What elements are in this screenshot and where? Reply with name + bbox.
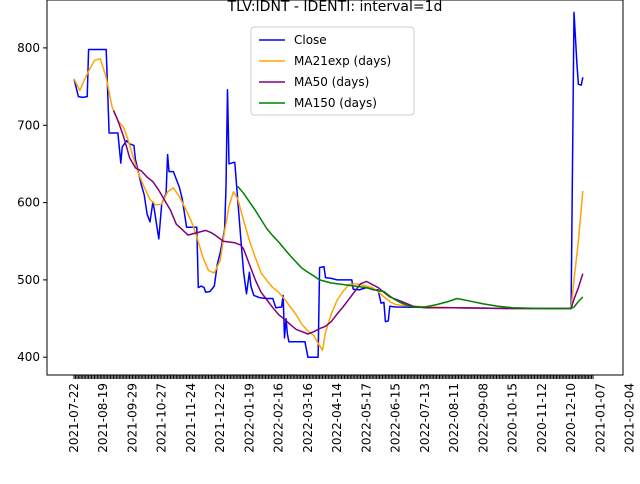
series-line-3	[112, 110, 584, 335]
y-axis: 400 500 600 700 800	[17, 41, 47, 364]
x-tick-label: 2021-02-04	[623, 383, 637, 453]
x-tick-label: 2022-09-08	[476, 383, 490, 453]
legend-label: MA21exp (days)	[294, 54, 391, 68]
y-tick-label: 600	[17, 196, 40, 210]
plot-frame	[46, 0, 624, 376]
y-tick-label: 400	[17, 350, 40, 364]
x-tick-label: 2022-04-14	[330, 383, 344, 453]
y-tick-label: 800	[17, 41, 40, 55]
x-tick-label: 2020-12-10	[564, 383, 578, 453]
x-tick-label: 2022-03-16	[301, 383, 315, 453]
y-tick-label: 500	[17, 273, 40, 287]
chart-title: TLV:IDNT - IDENTI: interval=1d	[227, 0, 443, 15]
legend-label: Close	[294, 33, 327, 47]
series-line-4	[237, 185, 584, 310]
x-tick-label: 2021-07-22	[67, 383, 81, 453]
x-tick-label: 2021-09-29	[126, 383, 140, 453]
x-tick-label: 2022-07-13	[418, 383, 432, 453]
legend-label: MA150 (days)	[294, 96, 377, 110]
x-tick-label: 2022-08-11	[447, 383, 461, 453]
y-tick-label: 700	[17, 118, 40, 132]
series-line-2	[73, 58, 584, 352]
x-tick-label: 2020-11-12	[535, 383, 549, 453]
legend: Close MA21exp (days) MA50 (days) MA150 (day…	[250, 26, 415, 116]
legend-box	[250, 26, 415, 116]
x-tick-label: 2021-11-24	[184, 383, 198, 453]
x-tick-label: 2021-01-07	[593, 383, 607, 453]
x-tick-label: 2022-01-19	[242, 383, 256, 453]
x-tick-label: 2022-02-16	[272, 383, 286, 453]
x-tick-label: 2020-10-15	[506, 383, 520, 453]
x-axis: 2021-07-22 2021-08-19 2021-09-29 2021-10-27…	[67, 375, 637, 453]
x-tick-label: 2022-06-15	[389, 383, 403, 453]
x-tick-label: 2022-05-17	[359, 383, 373, 453]
x-tick-label: 2021-10-27	[155, 383, 169, 453]
legend-label: MA50 (days)	[294, 75, 369, 89]
x-tick-label: 2021-12-22	[213, 383, 227, 453]
x-tick-label: 2021-08-19	[96, 383, 110, 453]
plot-lines	[73, 11, 584, 358]
